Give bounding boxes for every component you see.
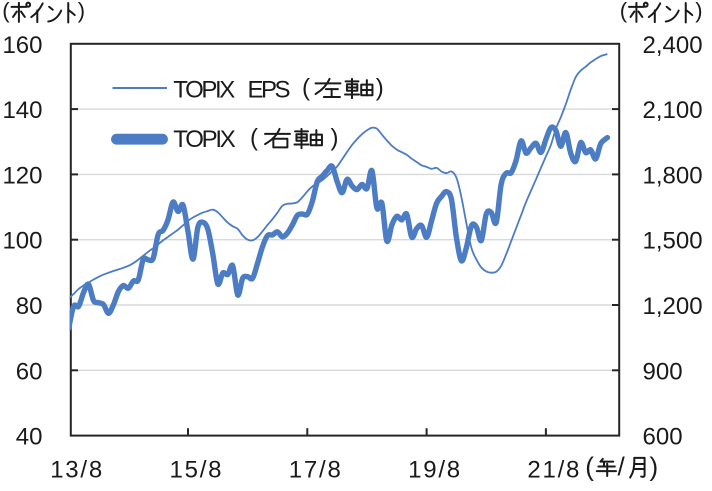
svg-text:): ) xyxy=(78,0,85,23)
svg-text:100: 100 xyxy=(2,228,42,255)
svg-text:(: ( xyxy=(2,0,10,23)
svg-text:120: 120 xyxy=(2,162,42,189)
svg-text:21/8: 21/8 xyxy=(527,457,579,484)
svg-text:(: ( xyxy=(302,75,310,102)
svg-text:): ) xyxy=(650,452,659,482)
svg-text:/: / xyxy=(618,452,626,482)
svg-text:80: 80 xyxy=(16,293,43,320)
svg-text:): ) xyxy=(695,0,702,23)
svg-text:600: 600 xyxy=(643,424,683,451)
svg-text:(: ( xyxy=(585,452,594,482)
svg-text:2,100: 2,100 xyxy=(643,97,703,124)
svg-text:60: 60 xyxy=(16,358,43,385)
svg-text:): ) xyxy=(376,75,384,102)
svg-text:140: 140 xyxy=(2,97,42,124)
svg-text:TOPIX: TOPIX xyxy=(173,126,236,153)
svg-text:40: 40 xyxy=(16,424,43,451)
svg-text:): ) xyxy=(331,125,339,152)
svg-text:TOPIX: TOPIX xyxy=(173,77,235,104)
svg-text:1,800: 1,800 xyxy=(643,162,703,189)
svg-text:(: ( xyxy=(620,0,628,23)
svg-text:17/8: 17/8 xyxy=(289,457,341,484)
svg-text:15/8: 15/8 xyxy=(170,457,222,484)
svg-text:1,500: 1,500 xyxy=(643,228,703,255)
svg-text:13/8: 13/8 xyxy=(50,457,102,484)
svg-text:160: 160 xyxy=(2,32,42,59)
svg-text:EPS: EPS xyxy=(248,77,291,104)
svg-text:2,400: 2,400 xyxy=(643,32,703,59)
svg-text:19/8: 19/8 xyxy=(408,457,460,484)
svg-text:(: ( xyxy=(250,125,258,152)
svg-text:1,200: 1,200 xyxy=(643,293,703,320)
svg-text:900: 900 xyxy=(643,358,683,385)
